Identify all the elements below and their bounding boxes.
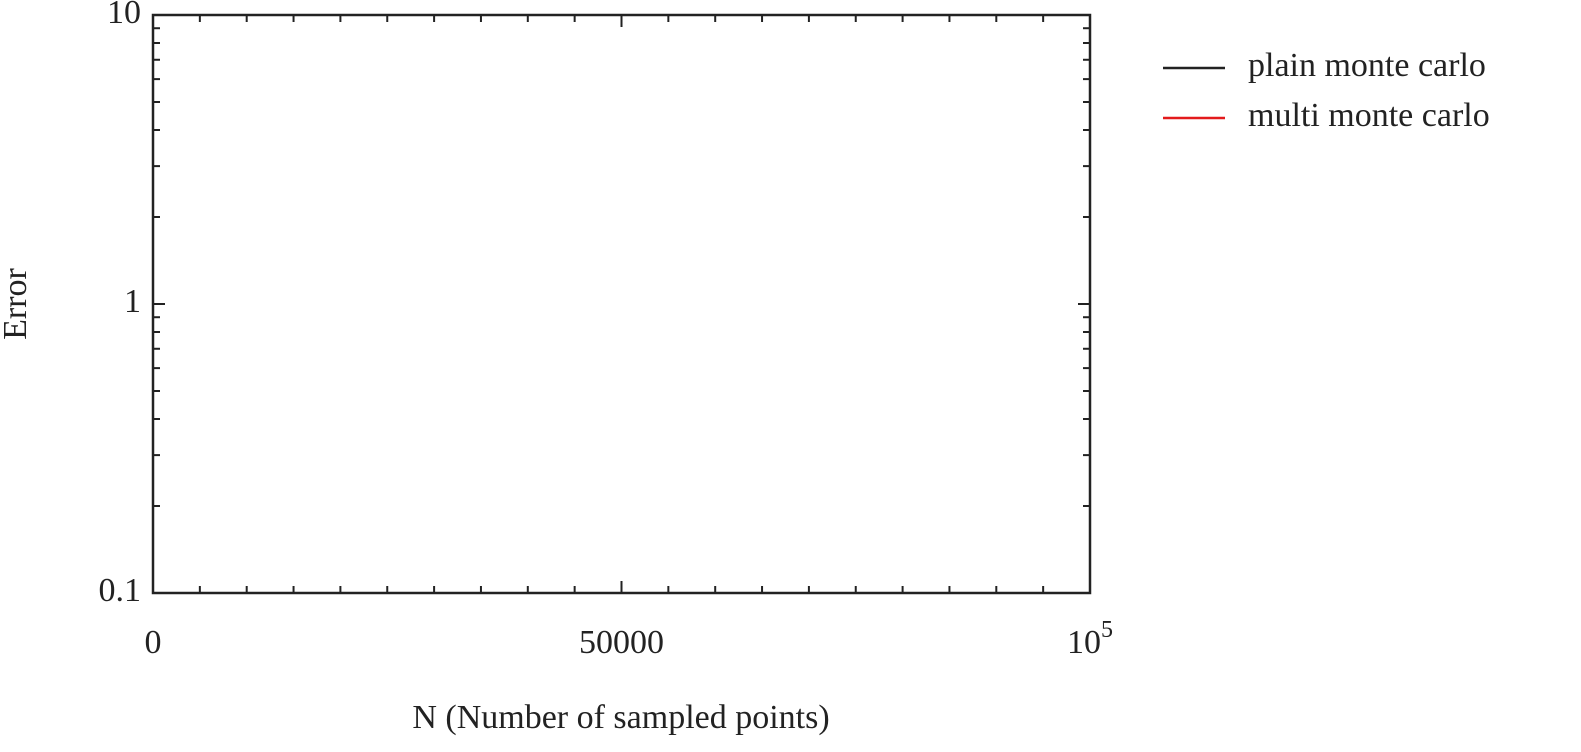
y-axis-label: Error [0, 267, 34, 339]
plot-frame [151, 13, 1092, 595]
x-tick-label: 105 [1067, 617, 1113, 661]
x-tick-label: 50000 [579, 624, 664, 661]
legend-label: multi monte carlo [1248, 97, 1490, 134]
y-tick-label: 1 [124, 283, 141, 320]
x-tick-label: 0 [145, 624, 162, 661]
y-tick-label: 0.1 [99, 572, 142, 609]
y-tick-label: 10 [107, 0, 141, 31]
x-axis-label: N (Number of sampled points) [412, 699, 829, 736]
legend-label: plain monte carlo [1248, 47, 1486, 84]
